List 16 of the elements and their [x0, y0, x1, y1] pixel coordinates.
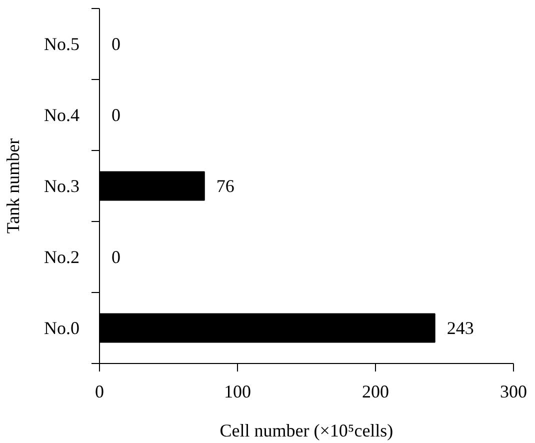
x-tick-label: 300 — [500, 382, 527, 402]
x-axis-title: Cell number (×10⁵cells) — [220, 420, 394, 440]
y-tick-label: No.5 — [44, 34, 80, 54]
y-axis-title: Tank number — [3, 138, 23, 234]
y-tick-label: No.4 — [44, 105, 80, 125]
x-tick-label: 200 — [362, 382, 389, 402]
x-tick-label: 0 — [95, 382, 104, 402]
data-label: 243 — [446, 318, 474, 338]
data-label: 0 — [112, 247, 120, 267]
data-label: 0 — [112, 34, 120, 54]
data-label: 0 — [112, 105, 120, 125]
y-tick-label: No.0 — [44, 318, 80, 338]
y-tick-label: No.3 — [44, 176, 80, 196]
y-tick-label: No.2 — [44, 247, 80, 267]
data-label: 76 — [216, 176, 234, 196]
x-tick-label: 100 — [224, 382, 251, 402]
